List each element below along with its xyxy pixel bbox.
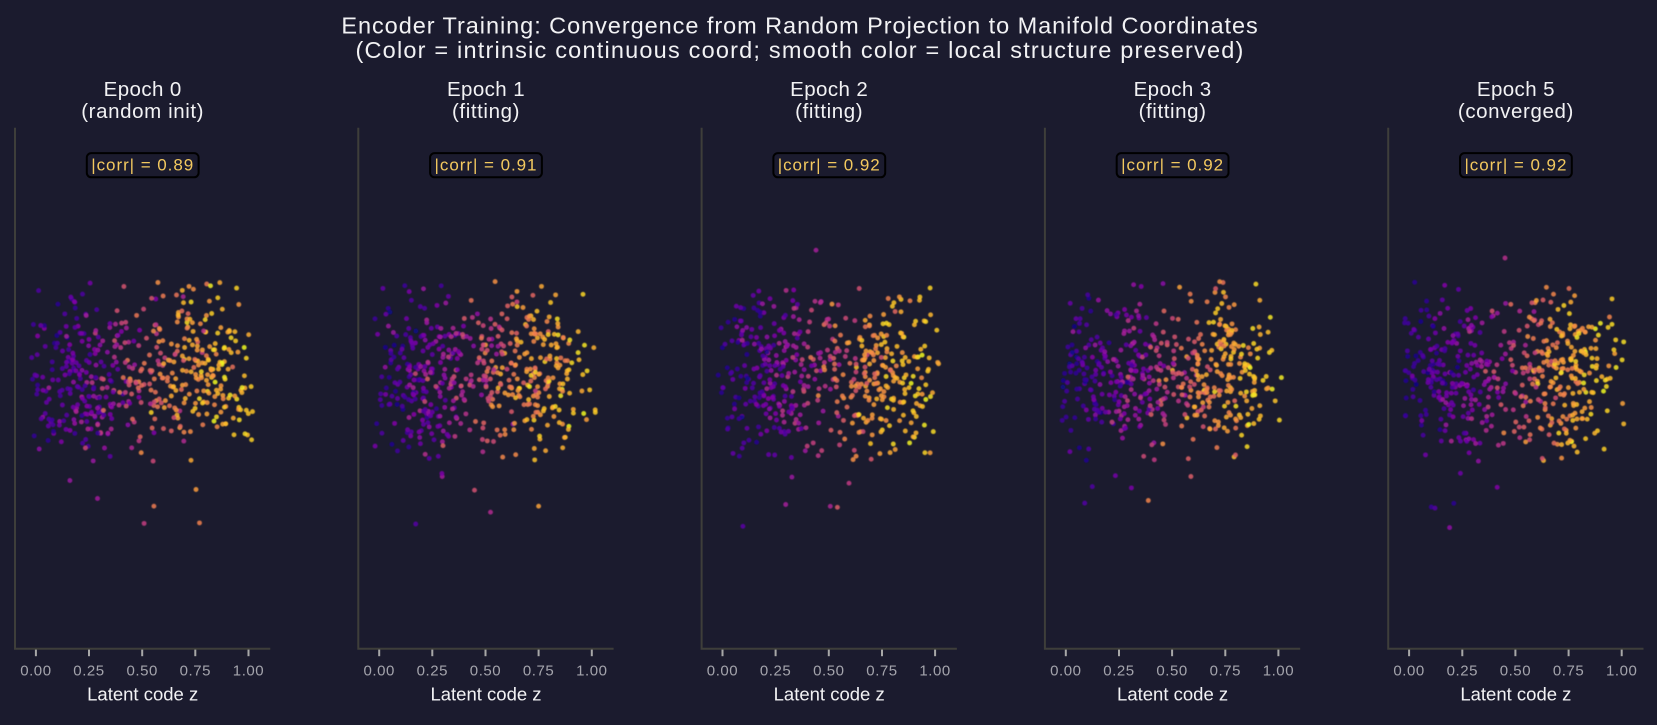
svg-text:Epoch 1: Epoch 1 — [447, 78, 525, 101]
svg-text:1.00: 1.00 — [919, 663, 950, 680]
svg-text:(fitting): (fitting) — [795, 100, 863, 123]
svg-text:1.00: 1.00 — [1606, 663, 1637, 680]
svg-text:0.75: 0.75 — [523, 663, 554, 680]
svg-text:0.25: 0.25 — [1103, 663, 1134, 680]
svg-text:0.25: 0.25 — [73, 663, 104, 680]
svg-text:(fitting): (fitting) — [452, 100, 520, 123]
svg-text:Epoch 3: Epoch 3 — [1134, 78, 1212, 101]
svg-text:Latent code z: Latent code z — [1460, 684, 1571, 705]
svg-text:|corr| = 0.91: |corr| = 0.91 — [435, 156, 538, 175]
svg-text:(Color = intrinsic continuous: (Color = intrinsic continuous coord; smo… — [355, 37, 1244, 63]
svg-text:0.50: 0.50 — [470, 663, 501, 680]
svg-text:0.25: 0.25 — [417, 663, 448, 680]
svg-text:0.00: 0.00 — [1393, 663, 1424, 680]
svg-text:0.50: 0.50 — [813, 663, 844, 680]
svg-text:|corr| = 0.92: |corr| = 0.92 — [1464, 156, 1567, 175]
svg-text:0.00: 0.00 — [1050, 663, 1081, 680]
svg-text:0.25: 0.25 — [760, 663, 791, 680]
svg-text:0.00: 0.00 — [20, 663, 51, 680]
svg-text:Latent code z: Latent code z — [1117, 684, 1228, 705]
svg-text:0.00: 0.00 — [707, 663, 738, 680]
svg-text:(converged): (converged) — [1458, 100, 1574, 123]
svg-text:Epoch 2: Epoch 2 — [790, 78, 868, 101]
svg-text:0.75: 0.75 — [1210, 663, 1241, 680]
svg-text:(random init): (random init) — [81, 100, 204, 123]
svg-text:(fitting): (fitting) — [1139, 100, 1207, 123]
svg-text:0.50: 0.50 — [1156, 663, 1187, 680]
svg-text:0.50: 0.50 — [1500, 663, 1531, 680]
svg-text:0.75: 0.75 — [1553, 663, 1584, 680]
svg-text:Latent code z: Latent code z — [87, 684, 198, 705]
svg-text:1.00: 1.00 — [233, 663, 264, 680]
svg-text:0.00: 0.00 — [363, 663, 394, 680]
svg-text:Latent code z: Latent code z — [774, 684, 885, 705]
svg-text:Latent code z: Latent code z — [430, 684, 541, 705]
svg-text:|corr| = 0.92: |corr| = 0.92 — [778, 156, 881, 175]
svg-text:0.75: 0.75 — [180, 663, 211, 680]
svg-text:0.50: 0.50 — [126, 663, 157, 680]
svg-text:|corr| = 0.92: |corr| = 0.92 — [1121, 156, 1224, 175]
svg-text:Epoch 0: Epoch 0 — [104, 78, 182, 101]
svg-text:Epoch 5: Epoch 5 — [1477, 78, 1555, 101]
svg-text:|corr| = 0.89: |corr| = 0.89 — [91, 156, 194, 175]
svg-text:0.75: 0.75 — [866, 663, 897, 680]
svg-text:1.00: 1.00 — [1263, 663, 1294, 680]
svg-text:Encoder Training: Convergence: Encoder Training: Convergence from Rando… — [341, 13, 1258, 39]
svg-text:1.00: 1.00 — [576, 663, 607, 680]
svg-text:0.25: 0.25 — [1447, 663, 1478, 680]
